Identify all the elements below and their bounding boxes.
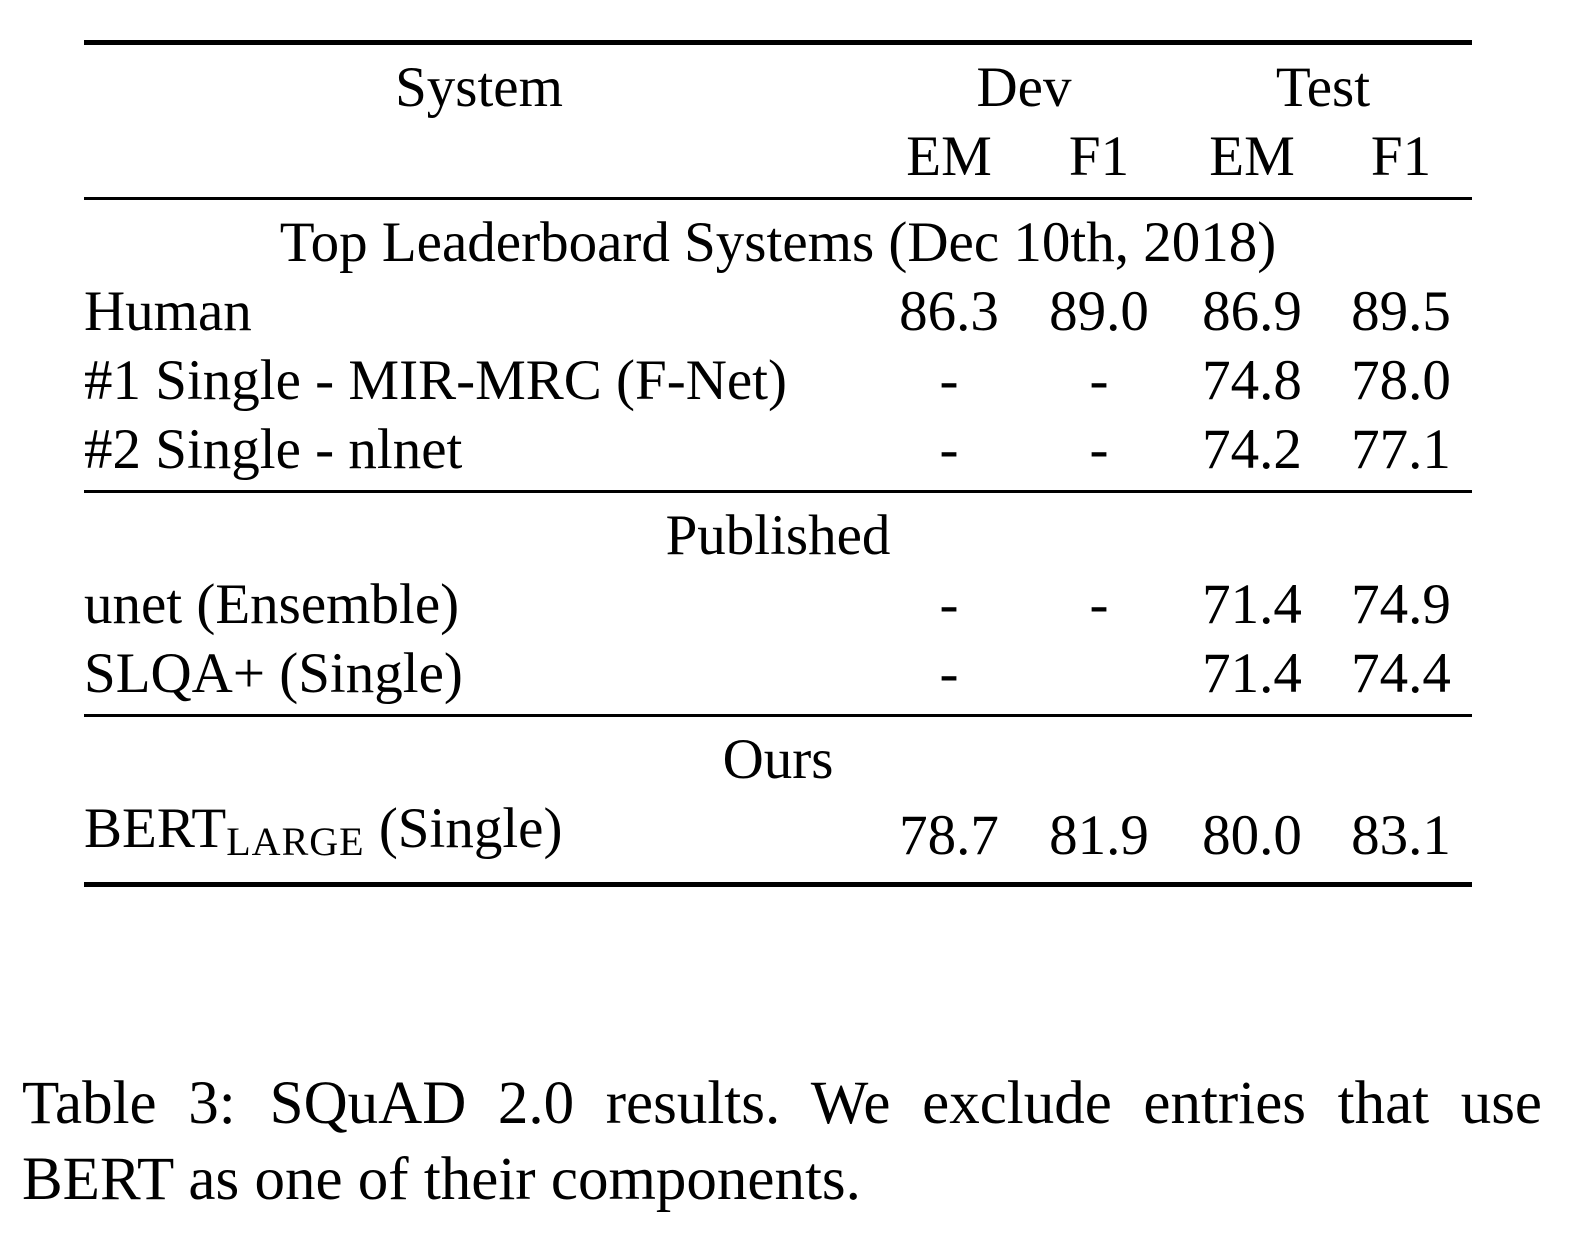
system-name: BERTLARGE (Single)	[84, 794, 874, 887]
table-row: Human 86.3 89.0 86.9 89.5	[84, 277, 1472, 346]
table-row: BERTLARGE (Single) 78.7 81.9 80.0 83.1	[84, 794, 1472, 887]
header-dev-em: EM	[906, 125, 992, 188]
system-name-suffix: (Single)	[364, 797, 563, 860]
dev-em-cell: -	[939, 418, 959, 481]
system-name: unet (Ensemble)	[84, 573, 460, 636]
section-title-row: Top Leaderboard Systems (Dec 10th, 2018)	[84, 197, 1472, 277]
system-name: #1 Single - MIR-MRC (F-Net)	[84, 349, 787, 412]
test-f1-cell: 77.1	[1351, 418, 1451, 481]
header-blank	[84, 122, 874, 199]
dev-f1-cell: -	[1089, 573, 1109, 636]
section-title-row: Ours	[84, 714, 1472, 794]
test-em-cell: 71.4	[1202, 642, 1302, 705]
test-em-cell: 74.2	[1202, 418, 1302, 481]
section-title-row: Published	[84, 490, 1472, 570]
test-em-cell: 71.4	[1202, 573, 1302, 636]
header-test-em: EM	[1209, 125, 1295, 188]
dev-f1-cell	[1024, 639, 1174, 716]
dev-em-cell: -	[939, 573, 959, 636]
header-test: Test	[1174, 40, 1472, 122]
system-name: #2 Single - nlnet	[84, 418, 463, 481]
system-name: Human	[84, 280, 252, 343]
header-dev: Dev	[874, 40, 1174, 122]
table-row: SLQA+ (Single) - 71.4 74.4	[84, 639, 1472, 716]
header-row-2: EM F1 EM F1	[84, 122, 1472, 199]
dev-f1-cell: 81.9	[1024, 794, 1174, 887]
dev-em-cell: -	[939, 349, 959, 412]
caption-label: Table 3:	[22, 1070, 236, 1137]
system-name-subscript: LARGE	[226, 819, 365, 864]
dev-em-cell: 86.3	[899, 280, 999, 343]
test-em-cell: 86.9	[1202, 280, 1302, 343]
test-em-cell: 80.0	[1174, 794, 1330, 887]
section-title-leaderboard: Top Leaderboard Systems (Dec 10th, 2018)	[84, 197, 1472, 277]
dev-em-cell: -	[939, 642, 959, 705]
table-row: unet (Ensemble) - - 71.4 74.9	[84, 570, 1472, 639]
table-row: #2 Single - nlnet - - 74.2 77.1	[84, 415, 1472, 492]
squad-results-table: System Dev Test EM F1 EM F1 Top Leaderbo…	[84, 40, 1472, 887]
dev-f1-cell: 89.0	[1049, 280, 1149, 343]
dev-f1-cell: -	[1089, 418, 1109, 481]
header-system: System	[84, 40, 874, 122]
dev-f1-cell: -	[1089, 349, 1109, 412]
test-f1-cell: 74.9	[1351, 573, 1451, 636]
section-title-ours: Ours	[84, 714, 1472, 794]
results-table-container: System Dev Test EM F1 EM F1 Top Leaderbo…	[84, 40, 1472, 887]
header-dev-f1: F1	[1068, 125, 1130, 188]
header-row-1: System Dev Test	[84, 40, 1472, 122]
dev-em-cell: 78.7	[874, 794, 1024, 887]
test-em-cell: 74.8	[1202, 349, 1302, 412]
section-title-published: Published	[84, 490, 1472, 570]
system-name-main: BERT	[84, 797, 227, 860]
table-row: #1 Single - MIR-MRC (F-Net) - - 74.8 78.…	[84, 346, 1472, 415]
test-f1-cell: 74.4	[1351, 642, 1451, 705]
test-f1-cell: 78.0	[1351, 349, 1451, 412]
header-test-f1: F1	[1370, 125, 1432, 188]
table-caption: Table 3: SQuAD 2.0 results. We exclude en…	[22, 1066, 1542, 1218]
test-f1-cell: 83.1	[1330, 794, 1472, 887]
test-f1-cell: 89.5	[1351, 280, 1451, 343]
system-name: SLQA+ (Single)	[84, 642, 463, 705]
caption-text: SQuAD 2.0 results. We exclude entries th…	[22, 1070, 1543, 1213]
